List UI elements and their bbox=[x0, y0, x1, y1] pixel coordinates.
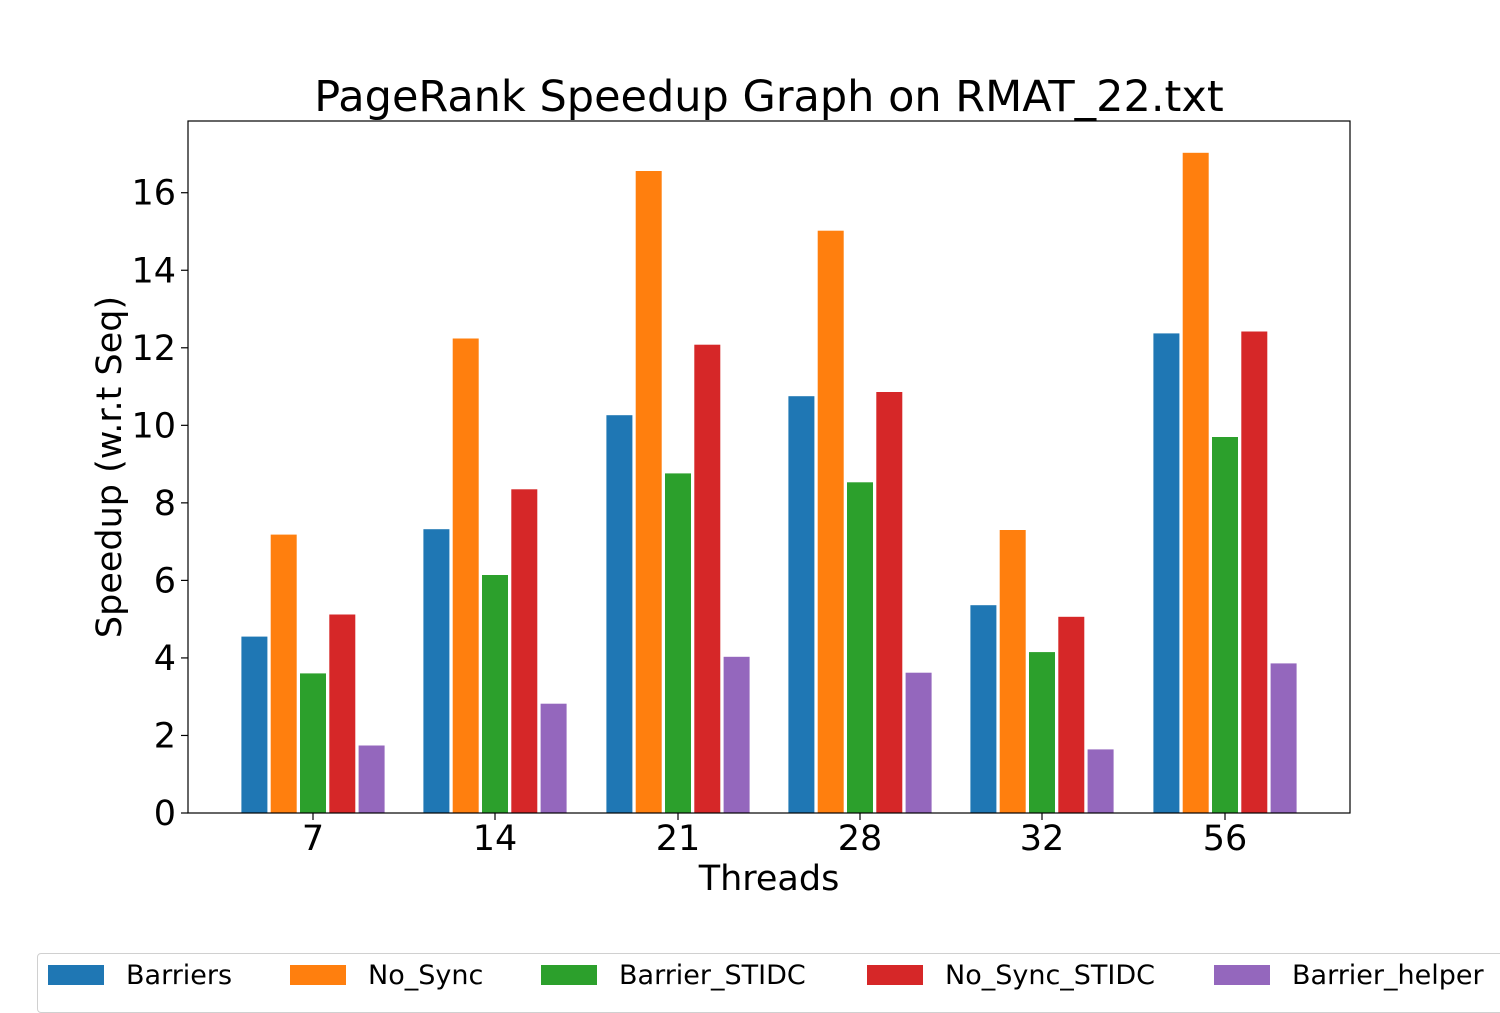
x-tick-label: 56 bbox=[1203, 819, 1248, 859]
bar-barriers-28 bbox=[788, 396, 815, 813]
bar-no-sync-stidc-32 bbox=[1058, 616, 1085, 813]
bar-no-sync-56 bbox=[1182, 152, 1209, 814]
bar-barriers-21 bbox=[606, 415, 633, 813]
y-tick-label: 2 bbox=[154, 716, 176, 756]
plot-frame bbox=[187, 120, 1351, 814]
y-tick-label: 10 bbox=[131, 406, 176, 446]
bar-no-sync-14 bbox=[452, 338, 479, 813]
legend-label: Barriers bbox=[126, 959, 233, 991]
legend-swatch bbox=[48, 965, 104, 985]
bar-no-sync-stidc-56 bbox=[1241, 331, 1268, 813]
legend-label: Barrier_helper bbox=[1292, 959, 1484, 991]
y-tick-label: 12 bbox=[131, 329, 176, 369]
bar-barrier-stidc-21 bbox=[665, 473, 691, 813]
bar-no-sync-stidc-7 bbox=[329, 614, 356, 813]
bar-barrier-helper-32 bbox=[1087, 749, 1114, 813]
y-tick-label: 0 bbox=[154, 794, 176, 834]
legend-label: No_Sync bbox=[368, 959, 484, 991]
x-tick-label: 7 bbox=[302, 819, 324, 859]
bar-barrier-stidc-7 bbox=[300, 673, 326, 813]
x-axis-label: Threads bbox=[698, 859, 840, 899]
bar-barriers-56 bbox=[1153, 333, 1180, 813]
x-tick-label: 21 bbox=[656, 819, 701, 859]
legend: Barriers No_Sync Barrier_STIDC No_Sync_STID… bbox=[37, 953, 1500, 1013]
legend-swatch bbox=[867, 965, 923, 985]
legend-swatch bbox=[290, 965, 346, 985]
legend-label: No_Sync_STIDC bbox=[945, 959, 1156, 991]
bar-barriers-14 bbox=[423, 529, 450, 813]
legend-item: Barriers bbox=[48, 959, 233, 991]
legend-item: Barrier_helper bbox=[1214, 959, 1484, 991]
x-tick-label: 28 bbox=[838, 819, 883, 859]
bar-no-sync-stidc-21 bbox=[694, 344, 721, 813]
y-tick-label: 6 bbox=[154, 561, 176, 601]
bar-no-sync-stidc-28 bbox=[876, 392, 903, 813]
bar-barriers-7 bbox=[241, 636, 268, 813]
y-tick-label: 14 bbox=[131, 251, 176, 291]
y-tick-label: 16 bbox=[131, 174, 176, 214]
bar-no-sync-7 bbox=[270, 534, 297, 813]
legend-item: No_Sync bbox=[290, 959, 484, 991]
x-axis: 7 14 21 28 32 56 bbox=[302, 813, 1247, 859]
bar-barrier-helper-28 bbox=[905, 672, 932, 813]
bar-no-sync-stidc-14 bbox=[511, 489, 538, 813]
x-tick-label: 32 bbox=[1020, 819, 1065, 859]
bars-group bbox=[241, 152, 1297, 814]
bar-barrier-stidc-28 bbox=[847, 482, 873, 813]
bar-barrier-stidc-32 bbox=[1029, 652, 1055, 813]
y-tick-label: 8 bbox=[154, 484, 176, 524]
legend-swatch bbox=[1214, 965, 1270, 985]
y-axis-label: Speedup (w.r.t Seq) bbox=[90, 296, 130, 638]
legend-item: No_Sync_STIDC bbox=[867, 959, 1156, 991]
bar-barriers-32 bbox=[970, 605, 997, 813]
y-tick-label: 4 bbox=[154, 639, 176, 679]
bar-barrier-stidc-56 bbox=[1212, 437, 1238, 813]
bar-no-sync-21 bbox=[635, 171, 662, 813]
legend-label: Barrier_STIDC bbox=[619, 959, 806, 991]
bar-no-sync-28 bbox=[817, 230, 844, 813]
speedup-bar-chart: PageRank Speedup Graph on RMAT_22.txt 0 2… bbox=[90, 72, 1351, 899]
y-axis: 0 2 4 6 8 10 12 14 16 bbox=[131, 174, 188, 834]
legend-item: Barrier_STIDC bbox=[541, 959, 806, 991]
bar-barrier-helper-14 bbox=[540, 703, 567, 813]
bar-barrier-helper-7 bbox=[358, 745, 385, 813]
chart-title: PageRank Speedup Graph on RMAT_22.txt bbox=[314, 72, 1223, 122]
bar-barrier-helper-21 bbox=[723, 656, 750, 813]
x-tick-label: 14 bbox=[473, 819, 518, 859]
bar-barrier-helper-56 bbox=[1270, 663, 1297, 813]
bar-barrier-stidc-14 bbox=[482, 575, 508, 813]
legend-swatch bbox=[541, 965, 597, 985]
bar-no-sync-32 bbox=[999, 530, 1026, 813]
